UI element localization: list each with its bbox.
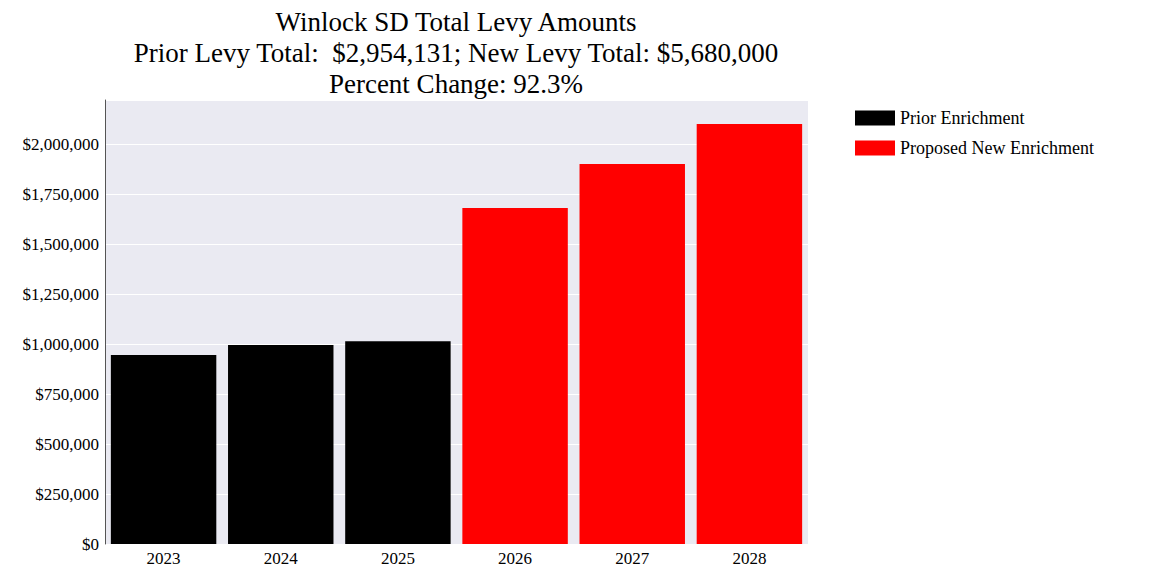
svg-text:$500,000: $500,000	[35, 435, 99, 454]
svg-text:2024: 2024	[264, 549, 299, 568]
svg-text:Proposed New Enrichment: Proposed New Enrichment	[900, 138, 1094, 158]
svg-text:2026: 2026	[498, 549, 532, 568]
svg-text:Winlock SD Total Levy Amounts: Winlock SD Total Levy Amounts	[275, 7, 636, 37]
svg-text:Percent Change: 92.3%: Percent Change: 92.3%	[329, 69, 583, 99]
svg-text:$250,000: $250,000	[35, 485, 99, 504]
svg-text:$2,000,000: $2,000,000	[23, 135, 100, 154]
svg-text:2028: 2028	[732, 549, 766, 568]
svg-text:Prior Levy Total: $2,954,131;: Prior Levy Total: $2,954,131; New Levy T…	[134, 38, 779, 68]
svg-text:$0: $0	[82, 535, 99, 554]
svg-text:2027: 2027	[615, 549, 650, 568]
svg-text:$1,250,000: $1,250,000	[23, 285, 100, 304]
svg-text:$1,000,000: $1,000,000	[23, 335, 100, 354]
svg-text:2025: 2025	[381, 549, 415, 568]
svg-text:$1,750,000: $1,750,000	[23, 185, 100, 204]
svg-text:$1,500,000: $1,500,000	[23, 235, 100, 254]
svg-text:2023: 2023	[147, 549, 181, 568]
svg-text:$750,000: $750,000	[35, 385, 99, 404]
svg-text:Prior Enrichment: Prior Enrichment	[900, 108, 1024, 128]
